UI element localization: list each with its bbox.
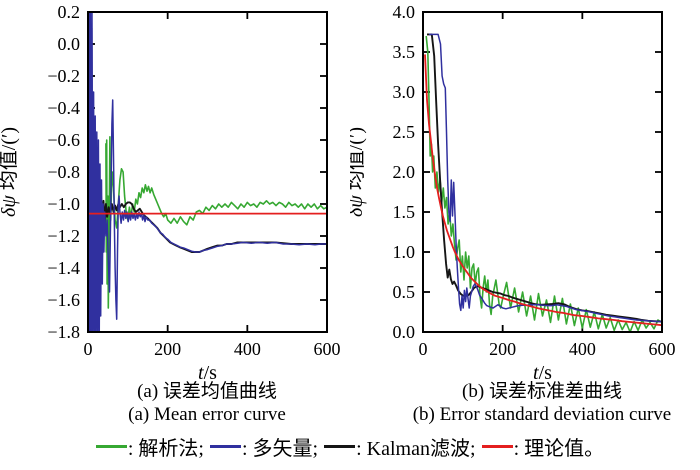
y-tick-label: 0.0 <box>393 322 416 342</box>
std-dev-chart: 0 200 400 600 4.0 3.5 3.0 2.5 2.0 1.5 1.0 0.5 0.0 t/s… <box>350 2 676 380</box>
figure-b: 0 200 400 600 4.0 3.5 3.0 2.5 2.0 1.5 1.0 0.5 0.0 t/s… <box>350 2 700 426</box>
charts-row: 0 200 400 600 0.2 0.0 −0.2 −0.4 −0.6 −0.8 −1.0 −1.2… <box>0 2 700 426</box>
legend-item-analytic: : 解析法; <box>95 432 204 461</box>
x-tick-label: 400 <box>234 339 261 359</box>
x-tick-label: 600 <box>314 339 341 359</box>
y-tick-label: −0.2 <box>47 66 80 86</box>
series-解析法 <box>425 35 662 332</box>
x-axis-label: t/s <box>533 362 552 380</box>
legend-item-theoretical: : 理论值。 <box>481 432 605 461</box>
series-多矢量 <box>429 33 662 323</box>
x-tick-label: 0 <box>84 339 93 359</box>
legend-swatch-theoretical <box>481 445 513 448</box>
legend: : 解析法; : 多矢量; : Kalman滤波; : 理论值。 <box>0 432 700 461</box>
y-axis-label: δψ 均值/(′) <box>350 127 367 217</box>
y-tick-label: −1.2 <box>47 226 80 246</box>
y-tick-label: −0.4 <box>47 98 80 118</box>
x-tick-label: 400 <box>569 339 596 359</box>
y-tick-label: 2.5 <box>393 122 416 142</box>
y-axis-label: δψ 均值/(′) <box>0 127 20 217</box>
x-tick-label: 200 <box>489 339 516 359</box>
y-tick-label: 1.5 <box>393 202 416 222</box>
y-tick-label: 3.5 <box>393 42 416 62</box>
y-tick-label: 0.0 <box>58 34 81 54</box>
y-tick-label: 3.0 <box>393 82 416 102</box>
x-tick-label: 200 <box>154 339 181 359</box>
series-解析法 <box>105 136 327 309</box>
series-Kalman滤波 <box>88 12 327 332</box>
y-tick-label: 2.0 <box>393 162 416 182</box>
y-tick-label: −1.6 <box>47 290 80 310</box>
figure-a: 0 200 400 600 0.2 0.0 −0.2 −0.4 −0.6 −0.8 −1.0 −1.2… <box>0 2 350 426</box>
x-axis-label: t/s <box>198 362 217 380</box>
figure-a-caption-zh: (a) 误差均值曲线 <box>137 381 277 402</box>
figure-a-caption-en: (a) Mean error curve <box>128 404 286 425</box>
legend-label-analytic: : 解析法; <box>127 438 204 460</box>
legend-swatch-kalman <box>324 445 356 448</box>
legend-label-theoretical: : 理论值。 <box>513 438 605 460</box>
figure-b-caption-zh: (b) 误差标准差曲线 <box>462 381 622 402</box>
y-tick-label: −1.8 <box>47 322 80 342</box>
mean-error-chart: 0 200 400 600 0.2 0.0 −0.2 −0.4 −0.6 −0.8 −1.0 −1.2… <box>0 2 341 380</box>
y-tick-label: 4.0 <box>393 2 416 22</box>
x-tick-label: 0 <box>419 339 428 359</box>
legend-item-kalman: : Kalman滤波; <box>324 432 476 461</box>
series-多矢量 <box>88 12 327 332</box>
y-tick-label: −1.4 <box>47 258 80 278</box>
figure-b-caption-en: (b) Error standard deviation curve <box>412 404 672 425</box>
series-Kalman滤波 <box>427 33 662 323</box>
y-tick-label: 0.2 <box>58 2 81 22</box>
legend-swatch-multivector <box>210 445 241 448</box>
plot-frame <box>87 11 328 333</box>
legend-label-multivector: : 多矢量; <box>242 438 319 460</box>
y-tick-label: 0.5 <box>393 282 416 302</box>
y-tick-label: −0.6 <box>47 130 80 150</box>
legend-item-multivector: : 多矢量; <box>210 432 318 461</box>
series-理论值 <box>424 54 662 327</box>
plot-frame <box>422 11 663 333</box>
y-tick-label: −1.0 <box>47 194 80 214</box>
y-tick-label: −0.8 <box>47 162 80 182</box>
y-tick-label: 1.0 <box>393 242 416 262</box>
legend-swatch-analytic <box>95 445 127 448</box>
legend-label-kalman: : Kalman滤波; <box>356 438 476 460</box>
x-tick-label: 600 <box>649 339 676 359</box>
